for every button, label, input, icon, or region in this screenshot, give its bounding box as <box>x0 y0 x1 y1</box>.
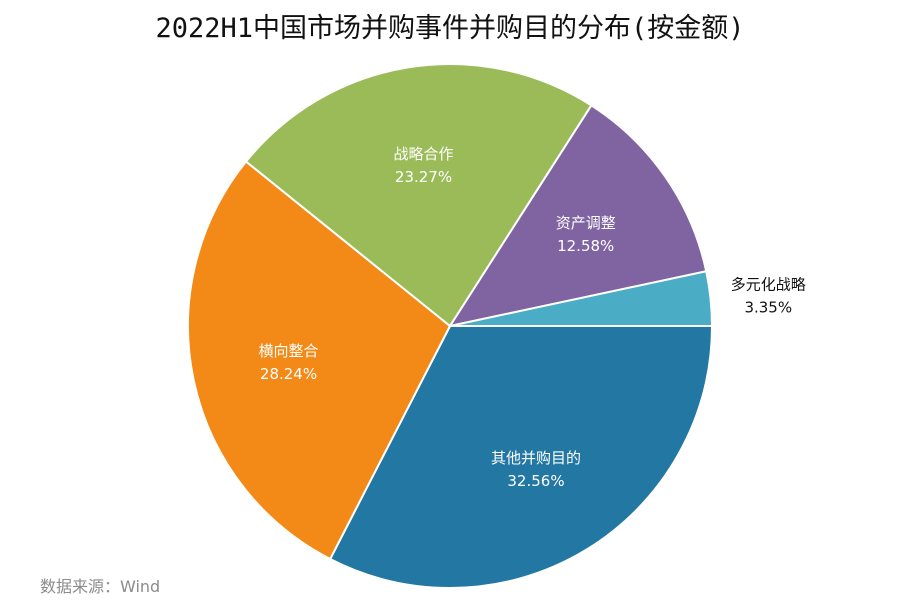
pie-slices <box>187 63 714 589</box>
slice-label-name: 战略合作 <box>394 145 454 163</box>
slice-label-name: 资产调整 <box>556 214 616 232</box>
pie-slice <box>449 270 714 327</box>
slice-label-value: 23.27% <box>395 168 452 186</box>
chart-title: 2022H1中国市场并购事件并购目的分布(按金额) <box>155 13 745 44</box>
slice-label-value: 28.24% <box>260 365 317 383</box>
slice-label-name: 其他并购目的 <box>491 449 581 467</box>
pie-slice <box>244 63 593 328</box>
pie-slice <box>328 325 714 589</box>
pie-slice <box>447 104 708 328</box>
slice-label-value: 3.35% <box>744 298 792 316</box>
slice-label-value: 12.58% <box>557 237 614 255</box>
slice-label-name: 横向整合 <box>259 342 319 360</box>
pie-slice <box>187 160 452 561</box>
slice-label-name: 多元化战略 <box>731 275 806 293</box>
slice-label-value: 32.56% <box>507 472 564 490</box>
slice-labels: 其他并购目的 32.56% 横向整合 28.24% 战略合作 23.27% 资产调整 12.5… <box>259 145 806 490</box>
source-note: 数据来源：Wind <box>40 577 161 596</box>
